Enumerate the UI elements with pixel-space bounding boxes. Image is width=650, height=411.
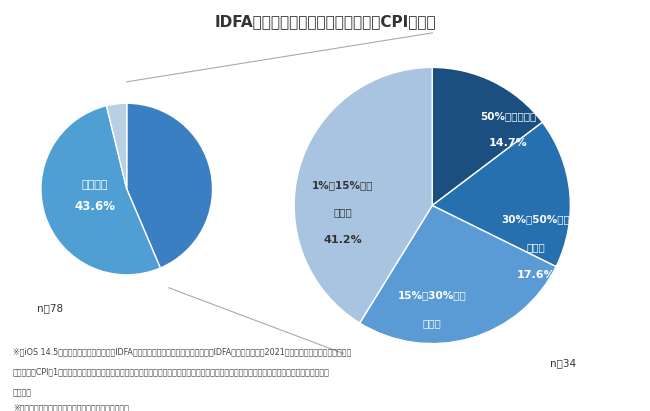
Wedge shape <box>432 122 570 267</box>
Text: 1%〜15%未満: 1%〜15%未満 <box>312 180 373 190</box>
Text: 較して、CPI（1インストールにかかるマーケティング費用）にどの程度影響があったかお答えください。」（単一選択回答）に対する回答の集: 較して、CPI（1インストールにかかるマーケティング費用）にどの程度影響があった… <box>13 368 330 377</box>
Wedge shape <box>107 103 127 189</box>
Text: の悪化: の悪化 <box>526 242 545 252</box>
Text: n＝34: n＝34 <box>551 358 577 368</box>
Wedge shape <box>294 67 432 323</box>
Text: の悪化: の悪化 <box>333 208 352 217</box>
Text: 41.2%: 41.2% <box>323 235 362 245</box>
Wedge shape <box>432 67 542 205</box>
Wedge shape <box>359 206 556 344</box>
Text: 17.6%: 17.6% <box>517 270 555 279</box>
Wedge shape <box>41 106 161 275</box>
Text: 50%以上の悪化: 50%以上の悪化 <box>480 111 536 121</box>
Text: 43.6%: 43.6% <box>74 200 115 213</box>
Text: ※「わからない」と回答したサンプルは集計時に除外: ※「わからない」と回答したサンプルは集計時に除外 <box>13 404 129 411</box>
Text: 変わらない: 変わらない <box>0 180 19 190</box>
Text: IDFA取得のオプトイン必須化に伴うCPIの変化: IDFA取得のオプトイン必須化に伴うCPIの変化 <box>214 14 436 29</box>
Text: n＝78: n＝78 <box>36 303 63 313</box>
Text: 計結果: 計結果 <box>13 388 32 397</box>
Text: の悪化: の悪化 <box>423 318 441 328</box>
Text: 30%〜50%未満: 30%〜50%未満 <box>501 214 570 224</box>
Text: 悪化した: 悪化した <box>81 180 108 190</box>
Text: 26.5%: 26.5% <box>413 346 452 356</box>
Text: 15%〜30%未満: 15%〜30%未満 <box>398 290 467 300</box>
Text: ※「iOS 14.5以降のデバイスにおいて、IDFA取得のオプトイン化が行われました。IDFAオプトイン化（2021年４月）以前と直近１ヶ月を比: ※「iOS 14.5以降のデバイスにおいて、IDFA取得のオプトイン化が行われま… <box>13 347 351 356</box>
Text: 52.6%: 52.6% <box>0 200 23 213</box>
Text: 14.7%: 14.7% <box>489 139 528 148</box>
Wedge shape <box>127 103 213 268</box>
